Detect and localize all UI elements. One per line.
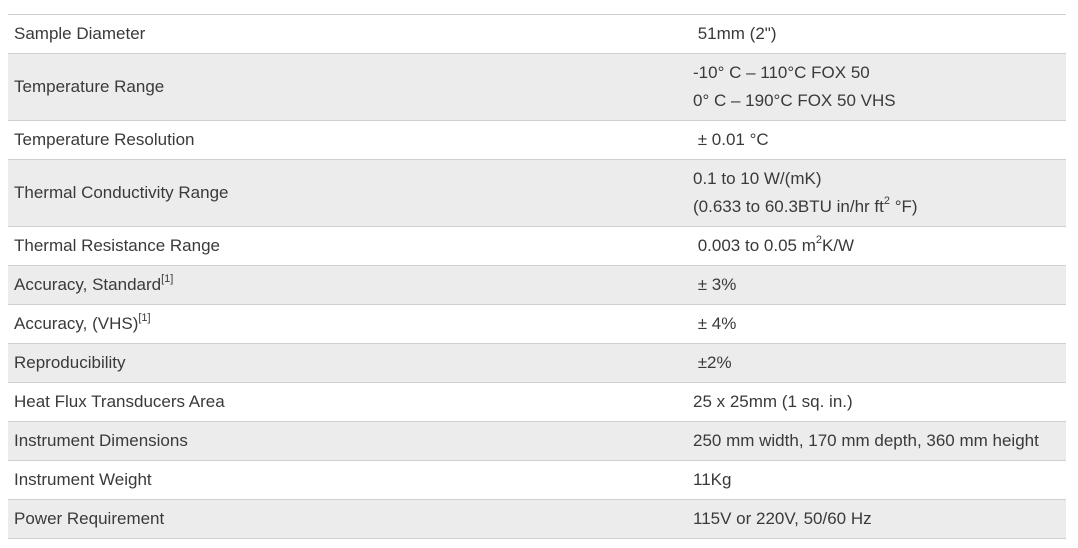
label-text: Accuracy, Standard [14, 275, 162, 294]
row-value: ± 3% [685, 265, 1066, 305]
row-label: Instrument Weight [8, 460, 685, 500]
row-label: Instrument Dimensions [8, 421, 685, 461]
row-value: 0.003 to 0.05 m2K/W [685, 226, 1066, 266]
value-text: ± 4% [693, 314, 737, 333]
superscript: 2 [815, 234, 822, 247]
row-value: 250 mm width, 170 mm depth, 360 mm heigh… [685, 421, 1066, 461]
table-row: Sample Diameter 51mm (2") [8, 14, 1066, 54]
superscript: 2 [883, 195, 891, 208]
row-value: ± 0.01 °C [685, 120, 1066, 160]
value-unit: K/W [822, 236, 855, 255]
row-label: Accuracy, (VHS)[1] [8, 304, 685, 344]
table-row: Instrument Dimensions 250 mm width, 170 … [8, 421, 1066, 461]
row-label: Thermal Resistance Range [8, 226, 685, 266]
value-text: 51mm (2") [693, 24, 777, 43]
table-row: Accuracy, Standard[1] ± 3% [8, 265, 1066, 305]
row-label: Power Requirement [8, 499, 685, 539]
value-text: ± 0.01 °C [693, 130, 769, 149]
row-value: -10° C – 110°C FOX 50 0° C – 190°C FOX 5… [685, 53, 1066, 121]
row-value: ± 4% [685, 304, 1066, 344]
footnote-ref: [1] [138, 312, 151, 325]
table-row: Reproducibility ±2% [8, 343, 1066, 383]
spec-table-container: Sample Diameter 51mm (2") Temperature Ra… [8, 14, 1066, 539]
value-text: ±2% [693, 353, 732, 372]
row-value: ±2% [685, 343, 1066, 383]
table-row: Thermal Conductivity Range 0.1 to 10 W/(… [8, 159, 1066, 227]
specifications-table: Sample Diameter 51mm (2") Temperature Ra… [8, 14, 1066, 539]
value-text: 0.003 to 0.05 m [693, 236, 816, 255]
label-text: Accuracy, (VHS) [14, 314, 139, 333]
value-line-2: 0° C – 190°C FOX 50 VHS [693, 91, 896, 110]
table-row: Thermal Resistance Range 0.003 to 0.05 m… [8, 226, 1066, 266]
row-label: Thermal Conductivity Range [8, 159, 685, 227]
row-value: 115V or 220V, 50/60 Hz [685, 499, 1066, 539]
row-label: Temperature Resolution [8, 120, 685, 160]
table-row: Power Requirement 115V or 220V, 50/60 Hz [8, 499, 1066, 539]
value-text: ± 3% [693, 275, 737, 294]
value-line-1: 0.1 to 10 W/(mK) [693, 169, 822, 188]
value-line-1: -10° C – 110°C FOX 50 [693, 63, 870, 82]
table-row: Instrument Weight 11Kg [8, 460, 1066, 500]
row-label: Sample Diameter [8, 14, 685, 54]
table-row: Accuracy, (VHS)[1] ± 4% [8, 304, 1066, 344]
row-label: Reproducibility [8, 343, 685, 383]
table-row: Heat Flux Transducers Area 25 x 25mm (1 … [8, 382, 1066, 422]
table-row: Temperature Range -10° C – 110°C FOX 50 … [8, 53, 1066, 121]
value-line-2-unit: °F) [890, 197, 918, 216]
value-line-2: (0.633 to 60.3BTU in/hr ft2 °F) [693, 193, 1060, 221]
footnote-ref: [1] [161, 273, 174, 286]
row-label: Heat Flux Transducers Area [8, 382, 685, 422]
table-row: Temperature Resolution ± 0.01 °C [8, 120, 1066, 160]
row-label: Accuracy, Standard[1] [8, 265, 685, 305]
value-line-2-text: (0.633 to 60.3BTU in/hr ft [693, 197, 884, 216]
row-value: 25 x 25mm (1 sq. in.) [685, 382, 1066, 422]
row-label: Temperature Range [8, 53, 685, 121]
row-value: 11Kg [685, 460, 1066, 500]
row-value: 51mm (2") [685, 14, 1066, 54]
row-value: 0.1 to 10 W/(mK) (0.633 to 60.3BTU in/hr… [685, 159, 1066, 227]
